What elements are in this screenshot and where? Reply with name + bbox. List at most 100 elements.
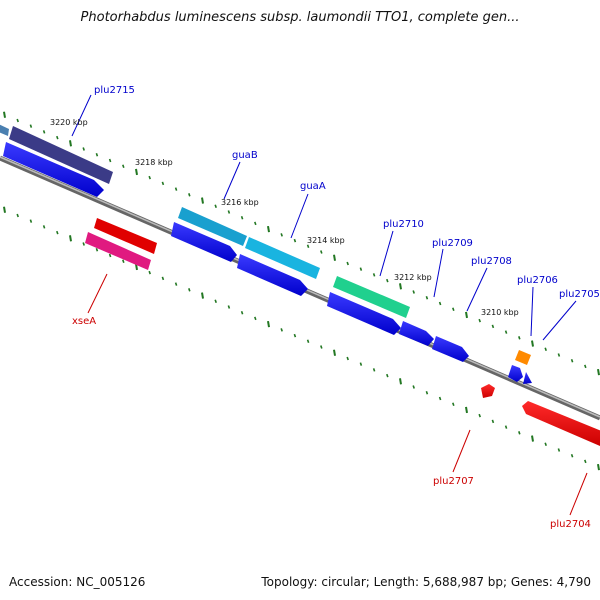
- tick-mark: [465, 406, 468, 414]
- tick-mark: [399, 378, 402, 385]
- gene-arrow-plu2706[interactable]: [508, 365, 523, 382]
- tick-mark: [135, 263, 138, 271]
- tick-row-top: [3, 111, 600, 376]
- gene-arrow-plu2705[interactable]: [523, 372, 532, 384]
- tick-mark: [452, 307, 455, 311]
- tick-mark: [29, 124, 33, 128]
- tick-mark: [42, 130, 46, 134]
- tick-mark: [254, 221, 257, 226]
- tick-mark: [491, 419, 495, 424]
- position-label: 3210 kbp: [481, 308, 519, 317]
- tick-mark: [16, 213, 19, 218]
- tick-mark: [267, 225, 270, 233]
- tick-mark: [346, 261, 349, 266]
- tick-mark: [557, 448, 561, 452]
- tick-mark: [95, 248, 99, 252]
- gene-arrow-plu2708[interactable]: [432, 336, 469, 362]
- tick-mark: [425, 296, 429, 300]
- label-leaders: [71, 94, 588, 516]
- gene-arrow-guaa[interactable]: [237, 254, 308, 296]
- feature-block: [245, 237, 320, 279]
- gene-label-plu2710: plu2710: [383, 219, 424, 230]
- gene-label-xsea: xseA: [72, 316, 96, 327]
- tick-mark: [82, 242, 85, 246]
- tick-mark: [399, 283, 402, 290]
- tick-mark: [122, 164, 125, 168]
- feature-block: [94, 218, 157, 254]
- tick-mark: [584, 364, 587, 369]
- tick-mark: [584, 459, 587, 464]
- tick-mark: [135, 168, 138, 176]
- gene-label-plu2715: plu2715: [94, 85, 135, 96]
- tick-mark: [386, 373, 389, 378]
- gene-label-plu2704: plu2704: [550, 519, 591, 530]
- tick-mark: [174, 187, 178, 191]
- tick-mark: [557, 353, 561, 357]
- tick-mark: [346, 356, 349, 361]
- tick-mark: [69, 235, 72, 242]
- gene-arrow-guab[interactable]: [171, 222, 237, 262]
- gene-arrow-plu2715[interactable]: [3, 142, 104, 197]
- tick-mark: [293, 333, 297, 338]
- tick-mark: [214, 299, 217, 304]
- tick-mark: [518, 431, 521, 435]
- tick-mark: [174, 282, 178, 286]
- gene-arrow-plu2710[interactable]: [327, 292, 401, 335]
- tick-mark: [188, 193, 191, 197]
- forward-genes: [3, 142, 532, 384]
- gene-label-plu2708: plu2708: [471, 256, 512, 267]
- tick-mark: [148, 175, 151, 180]
- tick-mark: [69, 140, 72, 147]
- tick-mark: [42, 225, 46, 229]
- tick-mark: [320, 345, 323, 349]
- feature-block: [178, 207, 247, 246]
- gene-label-plu2706: plu2706: [517, 275, 558, 286]
- map-title: Photorhabdus luminescens subsp. laumondi…: [80, 10, 520, 25]
- tick-mark: [544, 347, 547, 352]
- tick-mark: [504, 330, 508, 334]
- tick-mark: [240, 215, 244, 220]
- tick-mark: [188, 288, 191, 292]
- gene-arrow-plu2709[interactable]: [399, 321, 434, 346]
- tick-mark: [359, 362, 363, 366]
- tick-mark: [161, 181, 165, 186]
- tick-mark: [280, 328, 283, 332]
- tick-mark: [359, 267, 363, 271]
- tick-mark: [438, 396, 442, 401]
- gene-label-guab: guaB: [232, 150, 258, 161]
- gene-labels: plu2715 guaB guaA plu2710 plu2709 plu270…: [72, 85, 600, 530]
- tick-mark: [16, 118, 19, 123]
- gene-arrow-plu2704[interactable]: [522, 401, 600, 446]
- tick-mark: [531, 340, 534, 347]
- position-label: 3216 kbp: [221, 198, 259, 207]
- tick-mark: [161, 276, 165, 281]
- tick-mark: [56, 135, 59, 140]
- tick-mark: [425, 391, 429, 395]
- accession-label: Accession: NC_005126: [9, 575, 146, 589]
- tick-mark: [29, 219, 33, 223]
- tick-mark: [108, 158, 112, 163]
- gene-label-plu2709: plu2709: [432, 238, 473, 249]
- feature-block: [9, 126, 113, 184]
- tick-mark: [504, 425, 508, 429]
- position-label: 3214 kbp: [307, 236, 345, 245]
- tick-mark: [597, 463, 600, 471]
- tick-mark: [293, 238, 297, 243]
- feature-block: [515, 350, 531, 365]
- position-labels: 3220 kbp 3218 kbp 3216 kbp 3214 kbp 3212…: [50, 118, 519, 317]
- tick-mark: [95, 153, 99, 157]
- tick-mark: [478, 413, 481, 418]
- tick-mark: [227, 210, 231, 214]
- gene-arrow-plu2707[interactable]: [481, 384, 495, 398]
- tick-mark: [280, 233, 283, 237]
- tick-mark: [201, 197, 204, 204]
- tick-mark: [3, 111, 6, 118]
- gene-label-plu2707: plu2707: [433, 476, 474, 487]
- tick-mark: [240, 310, 244, 315]
- tick-mark: [570, 358, 574, 363]
- genome-summary: Topology: circular; Length: 5,688,987 bp…: [261, 575, 591, 589]
- tick-mark: [108, 253, 112, 258]
- tick-mark: [544, 442, 547, 447]
- feature-block: [333, 276, 410, 318]
